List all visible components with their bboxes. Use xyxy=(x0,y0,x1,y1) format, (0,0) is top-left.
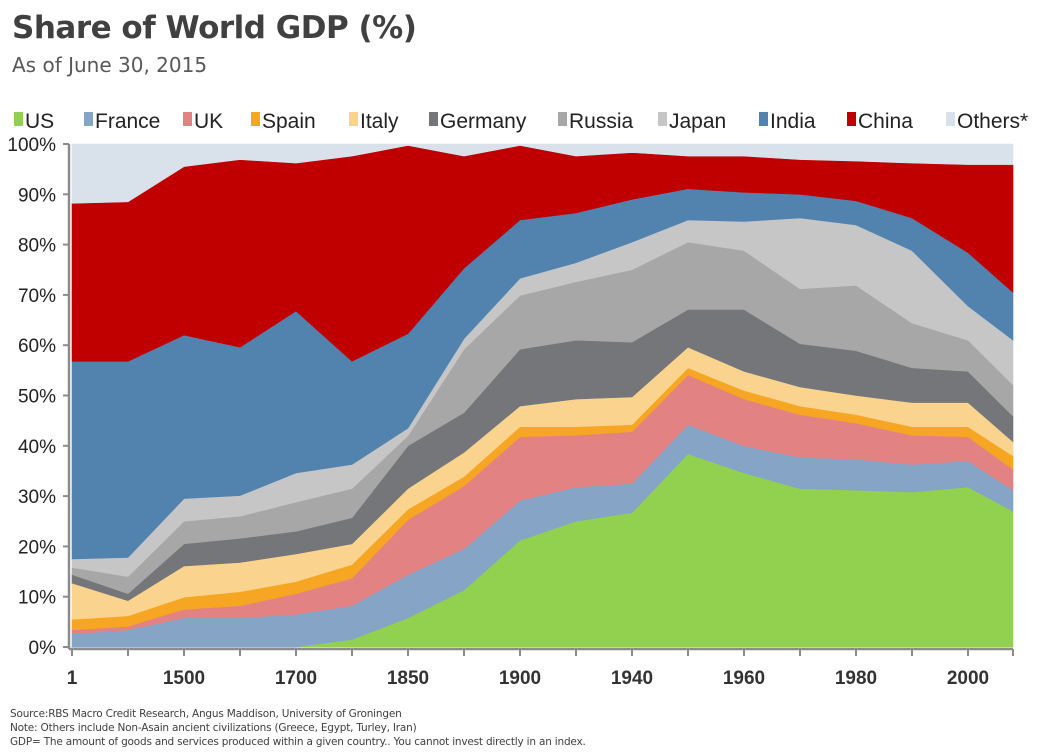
legend-label: Others* xyxy=(957,110,1028,133)
legend-label: UK xyxy=(194,110,223,133)
legend-item-uk: UK xyxy=(183,110,223,133)
y-tick-label: 100% xyxy=(7,135,56,156)
legend-label: Germany xyxy=(440,110,527,133)
legend-swatch xyxy=(658,112,667,126)
legend-swatch xyxy=(946,112,955,126)
chart-title: Share of World GDP (%) xyxy=(12,10,417,46)
legend-item-italy: Italy xyxy=(349,110,399,133)
legend-swatch xyxy=(84,112,93,126)
x-tick-label: 1700 xyxy=(275,668,317,689)
y-tick-label: 80% xyxy=(18,236,56,257)
x-tick-label: 1980 xyxy=(835,668,877,689)
legend-label: Italy xyxy=(360,110,399,133)
legend-item-france: France xyxy=(84,110,160,133)
legend-label: Japan xyxy=(669,110,726,133)
x-tick-label: 1850 xyxy=(387,668,429,689)
legend-swatch xyxy=(183,112,192,126)
area-layer xyxy=(71,143,1014,648)
x-tick-label: 1 xyxy=(67,668,78,689)
legend-label: China xyxy=(858,110,913,133)
y-tick-label: 30% xyxy=(18,487,56,508)
legend-swatch xyxy=(558,112,567,126)
legend-item-us: US xyxy=(14,110,54,133)
legend-item-spain: Spain xyxy=(251,110,316,133)
y-tick-label: 20% xyxy=(18,537,56,558)
legend-label: France xyxy=(95,110,160,133)
legend-label: US xyxy=(25,110,54,133)
legend-swatch xyxy=(847,112,856,126)
chart-subtitle: As of June 30, 2015 xyxy=(12,53,208,77)
x-tick-label: 1960 xyxy=(723,668,765,689)
legend-item-germany: Germany xyxy=(429,110,527,133)
others-note: Note: Others include Non-Asain ancient c… xyxy=(10,722,417,734)
y-tick-label: 10% xyxy=(18,588,56,609)
x-tick-label: 2000 xyxy=(947,668,989,689)
legend-item-india: India xyxy=(759,110,816,133)
legend-item-china: China xyxy=(847,110,913,133)
legend-label: Spain xyxy=(262,110,316,133)
legend-swatch xyxy=(759,112,768,126)
x-tick-label: 1940 xyxy=(611,668,653,689)
legend-item-japan: Japan xyxy=(658,110,726,133)
y-tick-label: 40% xyxy=(18,437,56,458)
x-tick-label: 1500 xyxy=(163,668,205,689)
area-others xyxy=(71,143,1014,204)
y-tick-label: 50% xyxy=(18,387,56,408)
gdp-disclaimer: GDP= The amount of goods and services pr… xyxy=(10,736,586,748)
legend-label: Russia xyxy=(569,110,634,133)
legend-item-others: Others* xyxy=(946,110,1028,133)
y-tick-label: 60% xyxy=(18,336,56,357)
x-tick-label: 1900 xyxy=(499,668,541,689)
y-tick-label: 90% xyxy=(18,185,56,206)
legend-item-russia: Russia xyxy=(558,110,634,133)
legend-swatch xyxy=(251,112,260,126)
legend-label: India xyxy=(770,110,816,133)
y-tick-label: 70% xyxy=(18,286,56,307)
axes: 0% 10% 20% 30% 40% 50% 60% 70% 80% 90% 100% 1 1500 17… xyxy=(7,135,1014,689)
legend: US France UK Spain Italy Germany Russia Japan In… xyxy=(14,110,1028,133)
legend-swatch xyxy=(349,112,358,126)
source-note: Source:RBS Macro Credit Research, Angus … xyxy=(10,708,402,720)
y-tick-label: 0% xyxy=(29,638,57,659)
legend-swatch xyxy=(14,112,23,126)
legend-swatch xyxy=(429,112,438,126)
